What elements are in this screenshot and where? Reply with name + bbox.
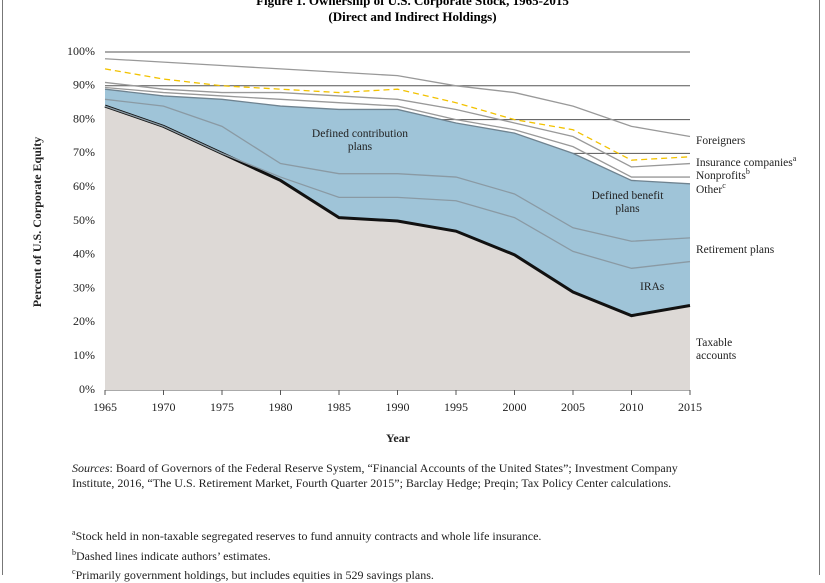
area xyxy=(105,89,690,242)
x-tick-label: 2010 xyxy=(620,400,644,414)
label-text: Other xyxy=(696,183,723,196)
label-text: Nonprofits xyxy=(696,169,746,182)
area-label: Defined contribution plans xyxy=(311,128,409,153)
y-tick-label: 0% xyxy=(79,382,95,396)
series-label: Nonprofitsb xyxy=(696,165,750,183)
area-label: IRAs xyxy=(640,281,665,293)
x-tick-label: 1995 xyxy=(444,400,468,414)
x-tick-label: 2000 xyxy=(503,400,527,414)
x-tick-label: 2005 xyxy=(561,400,585,414)
footnote: cPrimarily government holdings, but incl… xyxy=(72,564,722,583)
label-text: Insurance companies xyxy=(696,156,793,169)
footnote: aStock held in non-taxable segregated re… xyxy=(72,525,722,544)
footnote-text: Dashed lines indicate authors’ estimates… xyxy=(76,549,271,563)
sources-text: : Board of Governors of the Federal Rese… xyxy=(72,461,678,490)
x-tick-label: 1990 xyxy=(386,400,410,414)
note-marker: c xyxy=(72,567,76,576)
sources-label: Sources xyxy=(72,461,110,475)
x-tick-label: 1975 xyxy=(210,400,234,414)
note-marker: b xyxy=(72,548,76,557)
x-tick-label: 1970 xyxy=(152,400,176,414)
series-label: Otherc xyxy=(696,179,726,197)
footnote-text: Stock held in non-taxable segregated res… xyxy=(75,529,542,543)
frame xyxy=(2,0,820,575)
sources: Sources: Board of Governors of the Feder… xyxy=(72,461,722,491)
annotation: Retirement plans xyxy=(696,244,775,256)
area xyxy=(105,106,690,390)
note-marker: c xyxy=(722,181,726,190)
y-tick-label: 90% xyxy=(73,78,95,92)
series-line xyxy=(104,88,691,185)
subtitle: (Direct and Indirect Holdings) xyxy=(328,9,497,24)
y-tick-label: 100% xyxy=(67,44,95,58)
y-tick-label: 80% xyxy=(73,111,95,125)
series-line xyxy=(104,81,691,168)
y-axis-label: Percent of U.S. Corporate Equity xyxy=(30,137,44,307)
series-label: Foreigners xyxy=(696,135,746,147)
x-tick-label: 1985 xyxy=(327,400,351,414)
y-tick-label: 40% xyxy=(73,247,95,261)
series-line xyxy=(104,58,691,138)
series-line xyxy=(104,68,691,161)
footnote: bDashed lines indicate authors’ estimate… xyxy=(72,545,722,564)
area-label: Defined benefit plans xyxy=(591,190,664,215)
y-tick-label: 60% xyxy=(73,179,95,193)
y-tick-label: 10% xyxy=(73,348,95,362)
y-tick-label: 20% xyxy=(73,314,95,328)
x-axis-label: Year xyxy=(386,431,411,445)
area xyxy=(105,99,690,269)
series-label: Insurance companiesa xyxy=(696,152,796,170)
note-marker: a xyxy=(72,528,76,537)
note-marker: a xyxy=(792,154,797,163)
footnote-text: Primarily government holdings, but inclu… xyxy=(75,568,434,582)
x-tick-label: 2015 xyxy=(678,400,702,414)
area xyxy=(105,106,690,316)
y-tick-label: 70% xyxy=(73,145,95,159)
series-label: Taxable accounts xyxy=(696,337,737,362)
title: Figure 1. Ownership of U.S. Corporate St… xyxy=(256,0,569,8)
y-tick-label: 30% xyxy=(73,280,95,294)
x-tick-label: 1980 xyxy=(269,400,293,414)
note-marker: b xyxy=(745,167,750,176)
y-tick-label: 50% xyxy=(73,213,95,227)
series-line xyxy=(104,98,691,242)
series-line xyxy=(104,105,691,269)
x-tick-label: 1965 xyxy=(93,400,117,414)
series-line xyxy=(104,86,690,178)
